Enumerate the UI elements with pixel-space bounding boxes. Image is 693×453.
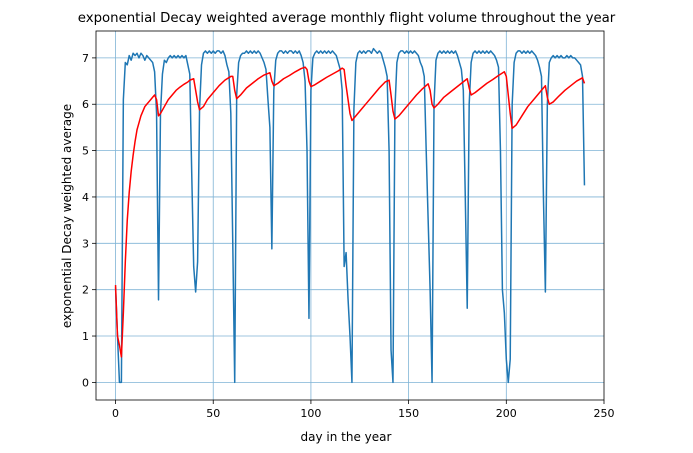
y-tick-label-3: 3 [82,237,89,250]
x-tick-label-5: 250 [594,407,615,420]
series-line-1 [114,66,586,358]
x-axis-label: day in the year [301,430,392,444]
x-tick-label-1: 50 [206,407,220,420]
series-line-0 [114,47,586,384]
x-tick-label-2: 100 [300,407,321,420]
y-tick-label-1: 1 [82,330,89,343]
x-tick-label-3: 150 [398,407,419,420]
x-tick-label-4: 200 [496,407,517,420]
plot-frame [95,30,605,401]
y-tick-label-6: 6 [82,98,89,111]
y-tick-label-4: 4 [82,191,89,204]
x-tick-label-0: 0 [112,407,119,420]
y-tick-label-0: 0 [82,376,89,389]
y-tick-label-2: 2 [82,284,89,297]
y-axis-label: exponential Decay weighted average [60,104,74,328]
chart-title: exponential Decay weighted average month… [78,11,616,26]
y-tick-label-5: 5 [82,145,89,158]
plot-area: 0 50 100 150 200 250 0 1 2 3 4 5 6 7 [82,30,615,420]
y-tick-label-7: 7 [82,52,89,65]
